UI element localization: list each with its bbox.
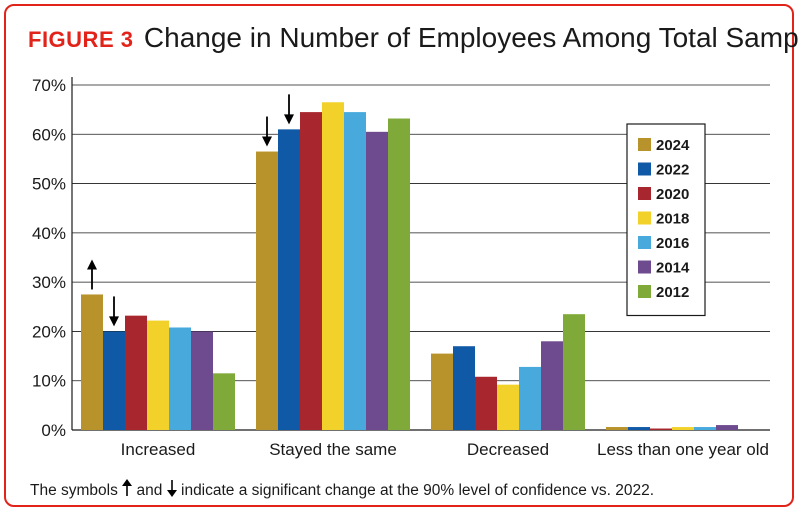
bar — [541, 341, 563, 430]
y-tick-label: 70% — [32, 76, 66, 95]
legend-label: 2022 — [656, 162, 689, 179]
x-tick-label: Stayed the same — [269, 440, 397, 459]
footnote-before: The symbols — [30, 482, 118, 499]
bar — [431, 353, 453, 430]
down-arrow-icon — [166, 480, 177, 497]
y-tick-label: 0% — [41, 421, 66, 440]
bar — [497, 384, 519, 430]
legend-label: 2024 — [656, 137, 690, 154]
legend-swatch — [638, 260, 651, 274]
footnote-after: indicate a significant change at the 90%… — [181, 482, 655, 499]
x-tick-label: Less than one year old — [597, 440, 769, 459]
bar — [278, 129, 300, 430]
up-arrow-icon — [122, 479, 133, 496]
bar — [147, 320, 169, 430]
bar — [322, 102, 344, 430]
footnote: The symbols and indicate a significant c… — [30, 479, 654, 500]
bar — [388, 118, 410, 430]
y-tick-label: 50% — [32, 175, 66, 194]
legend-label: 2020 — [656, 186, 689, 203]
legend-label: 2016 — [656, 235, 689, 252]
figure-title-row: FIGURE 3 Change in Number of Employees A… — [28, 22, 800, 54]
legend-label: 2014 — [656, 260, 690, 277]
y-tick-label: 60% — [32, 125, 66, 144]
bar — [672, 427, 694, 430]
legend-swatch — [638, 211, 651, 225]
legend-swatch — [638, 138, 651, 151]
bar — [453, 346, 475, 430]
legend-swatch — [638, 187, 651, 200]
y-tick-label: 40% — [32, 224, 66, 243]
bar — [213, 373, 235, 430]
bar — [256, 151, 278, 431]
down-arrow-icon — [284, 94, 294, 125]
footnote-middle: and — [136, 482, 163, 499]
bar — [716, 425, 738, 430]
bar — [519, 366, 541, 430]
legend-label: 2018 — [656, 211, 689, 228]
bar — [103, 331, 125, 430]
y-tick-label: 20% — [32, 322, 66, 341]
bar — [606, 427, 628, 430]
bar — [191, 331, 213, 430]
y-tick-label: 30% — [32, 273, 66, 292]
x-tick-label: Decreased — [467, 440, 549, 459]
bar — [628, 427, 650, 430]
down-arrow-icon — [262, 116, 272, 147]
bar — [563, 314, 585, 430]
y-tick-label: 10% — [32, 372, 66, 391]
bar — [694, 427, 716, 430]
up-arrow-icon — [87, 259, 97, 290]
bar — [300, 112, 322, 430]
legend-label: 2012 — [656, 284, 689, 301]
legend-swatch — [638, 236, 651, 249]
bar — [366, 131, 388, 431]
bar — [81, 294, 103, 430]
bar — [125, 315, 147, 430]
legend-swatch — [638, 162, 651, 176]
x-tick-label: Increased — [121, 440, 196, 459]
bar — [650, 428, 672, 430]
figure-label: FIGURE 3 — [28, 27, 134, 52]
down-arrow-icon — [109, 296, 119, 327]
bar — [475, 376, 497, 430]
bar — [344, 112, 366, 430]
bar — [169, 327, 191, 430]
legend-swatch — [638, 285, 651, 298]
chart-title: Change in Number of Employees Among Tota… — [143, 22, 800, 53]
